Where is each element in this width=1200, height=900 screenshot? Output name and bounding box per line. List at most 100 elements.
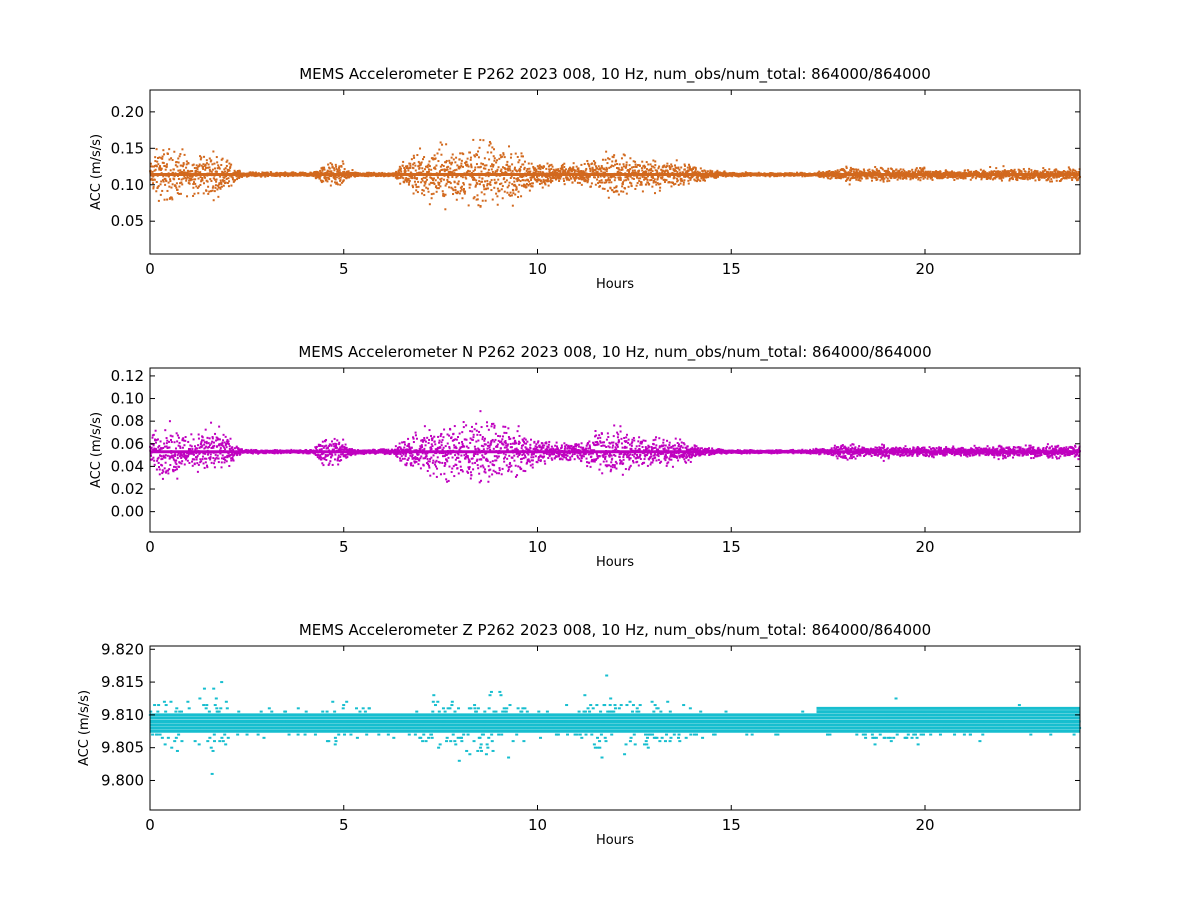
- data-point: [432, 177, 435, 180]
- data-point: [924, 176, 927, 179]
- x-tick-label: 20: [915, 260, 934, 278]
- data-point: [218, 444, 221, 447]
- data-point: [1008, 177, 1011, 180]
- data-point: [423, 168, 426, 171]
- data-point: [152, 448, 155, 451]
- data-point: [433, 166, 436, 169]
- data-point: [443, 195, 446, 198]
- data-point: [454, 189, 457, 192]
- data-point: [181, 446, 184, 449]
- data-point: [459, 152, 462, 155]
- data-point: [171, 435, 174, 438]
- data-point: [410, 172, 413, 175]
- data-point: [170, 173, 173, 176]
- data-point: [551, 165, 554, 168]
- data-point: [165, 174, 168, 177]
- data-point: [423, 194, 426, 197]
- data-point: [871, 175, 874, 178]
- data-point: [618, 168, 621, 171]
- data-point: [496, 168, 499, 171]
- data-point: [545, 179, 548, 182]
- data-point: [588, 165, 591, 168]
- data-point: [518, 183, 521, 186]
- data-point: [1030, 169, 1033, 172]
- data-point: [220, 164, 223, 167]
- data-point: [629, 175, 632, 178]
- data-point: [579, 170, 582, 173]
- data-point: [988, 173, 991, 176]
- data-point: [623, 173, 626, 176]
- data-point: [453, 172, 456, 175]
- data-point: [193, 178, 196, 181]
- data-point: [399, 169, 402, 172]
- data-point: [550, 171, 553, 174]
- data-point: [401, 164, 404, 167]
- data-point: [557, 177, 560, 180]
- data-point: [337, 173, 340, 176]
- data-point: [328, 178, 331, 181]
- data-point: [958, 173, 961, 176]
- data-point: [950, 173, 953, 176]
- data-point: [206, 453, 209, 456]
- data-point: [830, 172, 833, 175]
- data-point: [230, 175, 233, 178]
- data-point: [717, 174, 720, 177]
- data-point: [524, 172, 527, 175]
- data-point: [878, 170, 881, 173]
- data-point: [439, 185, 442, 188]
- data-point: [175, 463, 178, 466]
- data-point: [350, 175, 353, 178]
- data-point: [326, 180, 329, 183]
- data-point: [347, 170, 350, 173]
- data-point: [205, 457, 208, 460]
- data-point: [334, 175, 337, 178]
- data-point: [631, 169, 634, 172]
- data-point: [689, 178, 692, 181]
- data-point: [223, 446, 226, 449]
- data-point: [235, 445, 238, 448]
- data-point: [685, 173, 688, 176]
- data-point: [437, 181, 440, 184]
- data-point: [442, 194, 445, 197]
- data-point: [167, 181, 170, 184]
- data-point: [410, 158, 413, 161]
- data-point: [901, 170, 904, 173]
- data-point: [981, 174, 984, 177]
- data-point: [1012, 173, 1015, 176]
- data-point: [570, 173, 573, 176]
- data-point: [901, 173, 904, 176]
- data-point: [657, 183, 660, 186]
- data-point: [598, 180, 601, 183]
- data-point: [403, 166, 406, 169]
- data-point: [820, 171, 823, 174]
- data-point: [660, 172, 663, 175]
- data-point: [500, 188, 503, 191]
- data-point: [173, 174, 176, 177]
- data-point: [230, 459, 233, 462]
- data-point: [351, 169, 354, 172]
- data-point: [428, 203, 431, 206]
- data-point: [196, 447, 199, 450]
- data-point: [476, 198, 479, 201]
- data-point: [630, 182, 633, 185]
- data-point: [701, 176, 704, 179]
- data-point: [319, 174, 322, 177]
- data-point: [888, 175, 891, 178]
- data-point: [673, 168, 676, 171]
- data-point: [506, 186, 509, 189]
- data-point: [423, 184, 426, 187]
- data-point: [336, 170, 339, 173]
- data-point: [605, 166, 608, 169]
- data-point: [982, 169, 985, 172]
- data-point: [696, 170, 699, 173]
- data-point: [205, 162, 208, 165]
- data-point: [444, 208, 447, 211]
- data-point: [401, 176, 404, 179]
- data-point: [217, 195, 220, 198]
- data-point: [200, 156, 203, 159]
- data-point: [749, 174, 752, 177]
- data-point: [607, 157, 610, 160]
- data-point: [666, 162, 669, 165]
- data-point: [590, 172, 593, 175]
- data-point: [303, 174, 306, 177]
